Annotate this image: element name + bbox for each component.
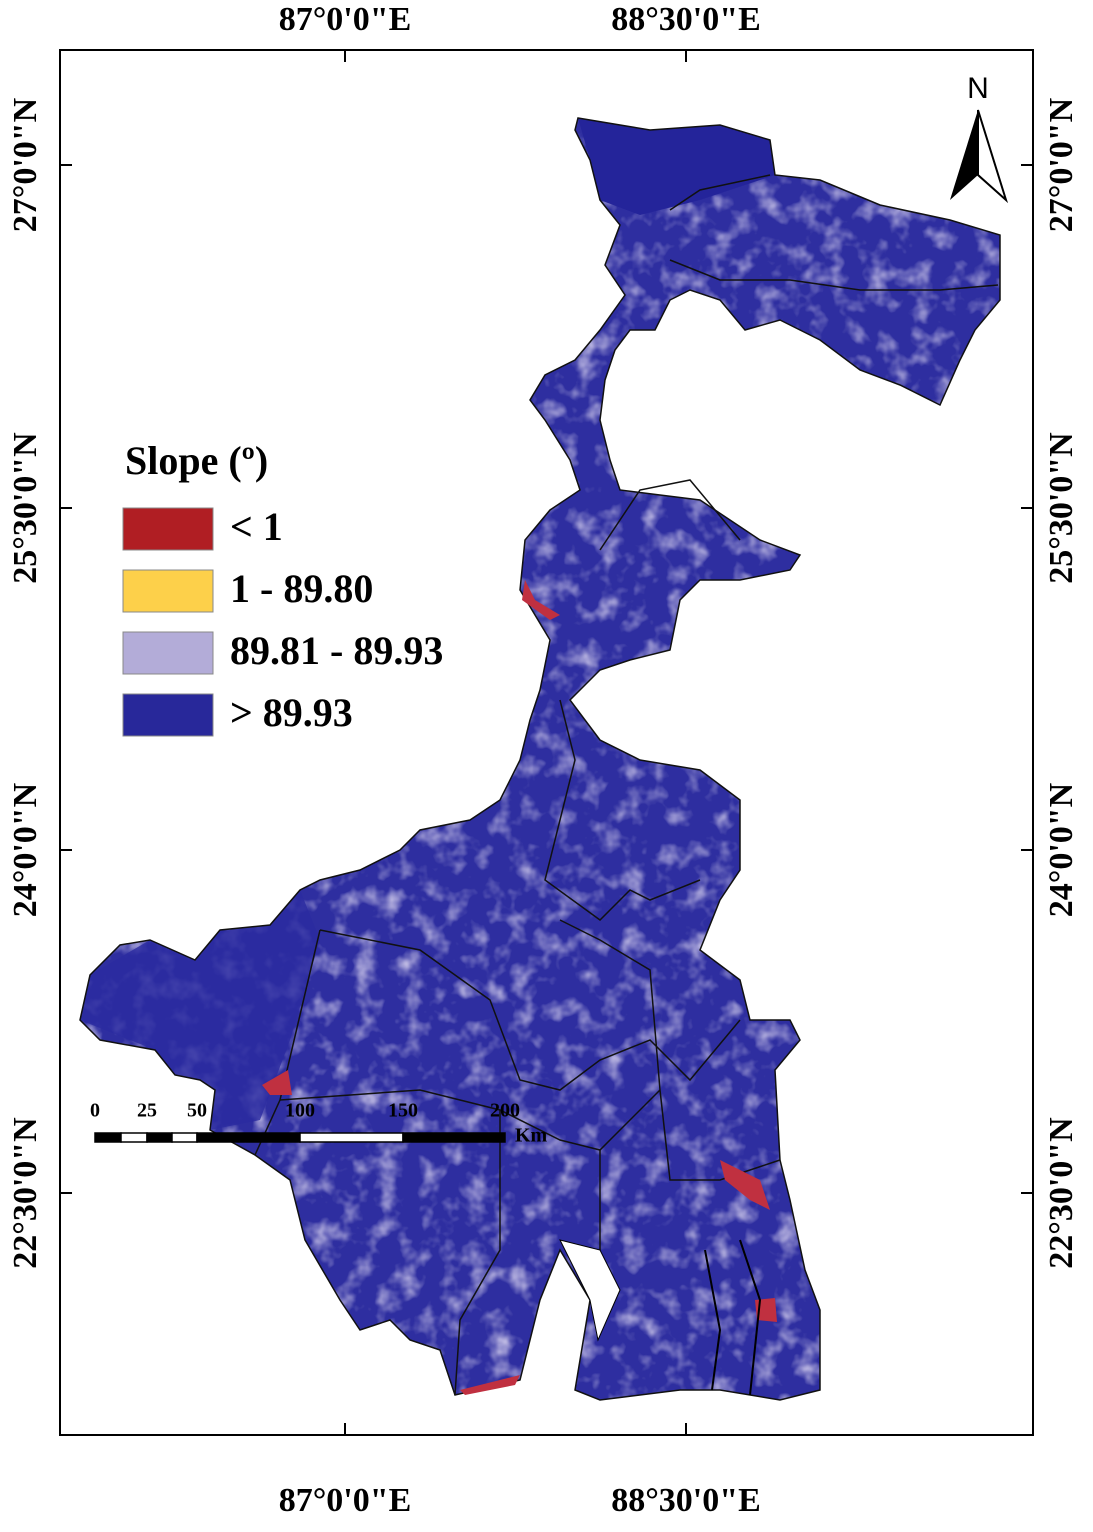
scale-segment <box>120 1132 148 1143</box>
scale-segment <box>196 1132 301 1143</box>
scale-segment <box>171 1132 198 1143</box>
estuaries <box>559 1239 762 1396</box>
legend-swatch <box>122 693 214 737</box>
scale-segment <box>402 1132 506 1143</box>
north-label: N <box>967 72 989 105</box>
bottom-coord-label: 87°0'0"E <box>279 1482 412 1519</box>
scale-label: 150 <box>388 1100 418 1122</box>
plateau-zone <box>80 890 320 1130</box>
scale-unit: Km <box>515 1125 548 1147</box>
right-coord-label: 25°30'0"N <box>1043 432 1080 584</box>
scale-label: 200 <box>490 1100 520 1122</box>
scale-label: 50 <box>187 1100 207 1122</box>
top-coord-label: 87°0'0"E <box>279 1 412 38</box>
scale-segment <box>299 1132 404 1143</box>
district-lines <box>254 174 999 1396</box>
legend-label: 89.81 - 89.93 <box>230 628 443 673</box>
right-coord-label: 27°0'0"N <box>1043 97 1080 232</box>
left-coord-label: 27°0'0"N <box>7 97 44 232</box>
north-arrow <box>950 109 1009 204</box>
texture <box>80 118 1000 1400</box>
scale-segment <box>94 1132 122 1143</box>
legend-label: 1 - 89.80 <box>230 566 373 611</box>
bottom-coord-label: 88°30'0"E <box>611 1482 761 1519</box>
legend-label: > 89.93 <box>230 690 353 735</box>
right-coord-label: 22°30'0"N <box>1043 1117 1080 1269</box>
left-coord-label: 25°30'0"N <box>7 432 44 584</box>
legend-swatch <box>122 631 214 675</box>
scale-label: 0 <box>90 1100 100 1122</box>
hill-zone <box>578 118 775 215</box>
scale-label: 100 <box>285 1100 315 1122</box>
right-coord-label: 24°0'0"N <box>1043 782 1080 917</box>
left-coord-label: 24°0'0"N <box>7 782 44 917</box>
top-coord-label: 88°30'0"E <box>611 1 761 38</box>
left-coord-label: 22°30'0"N <box>7 1117 44 1269</box>
map-frame <box>59 49 1034 1436</box>
legend-swatch <box>122 507 214 551</box>
state-area <box>80 118 1000 1400</box>
legend-label: < 1 <box>230 504 283 549</box>
scale-label: 25 <box>137 1100 157 1122</box>
legend-title: Slope (º) <box>125 438 268 483</box>
legend-swatch <box>122 569 214 613</box>
scale-segment <box>146 1132 173 1143</box>
